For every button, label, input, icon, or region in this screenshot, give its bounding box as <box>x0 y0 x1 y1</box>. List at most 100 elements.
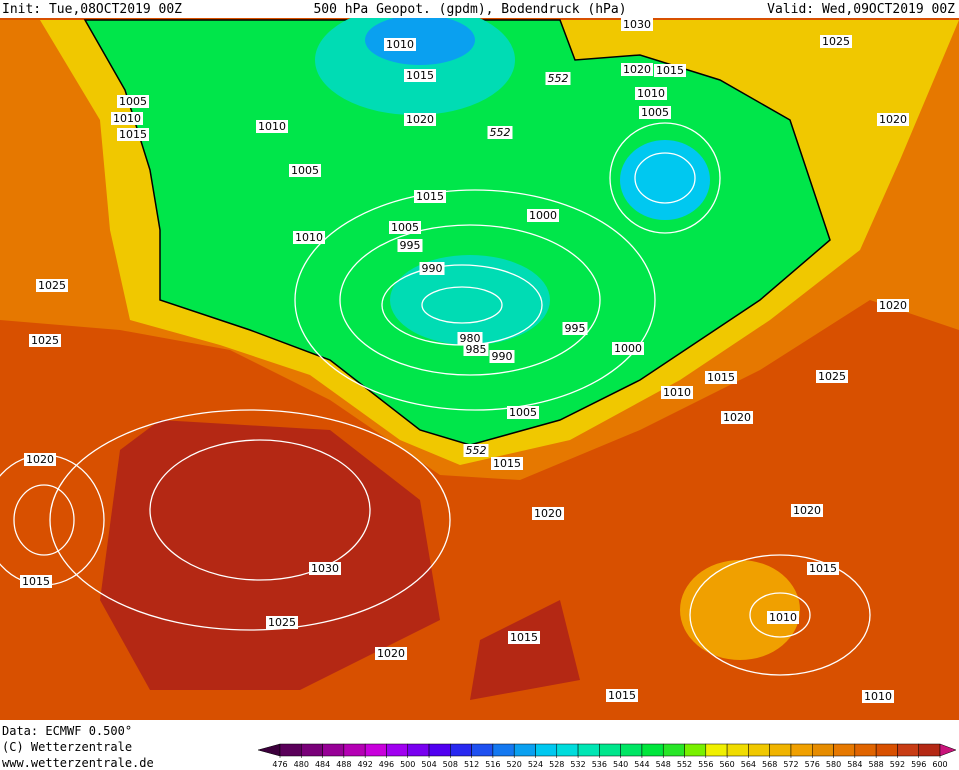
isobar-label: 1005 <box>509 406 537 419</box>
colorbar-swatch <box>726 743 749 757</box>
colorbar-swatch <box>471 743 494 757</box>
isobar-label: 1025 <box>818 370 846 383</box>
isobar-label: 1020 <box>406 113 434 126</box>
isobar-label-box <box>791 504 823 517</box>
contour-label: 552 <box>548 72 569 85</box>
isobar-label-box <box>117 95 149 108</box>
colorbar-tick-label: 544 <box>634 760 649 769</box>
isobar-label: 1015 <box>608 689 636 702</box>
isobar-label-box <box>862 690 894 703</box>
isobar-label: 1030 <box>623 18 651 31</box>
isobar-label-box <box>606 689 638 702</box>
isobar-label-box <box>491 457 523 470</box>
init-time: Init: Tue,08OCT2019 00Z <box>2 2 182 17</box>
isobar-label-box <box>507 406 539 419</box>
isobar-label: 990 <box>422 262 443 275</box>
colorbar-swatch <box>513 743 536 757</box>
colorbar-swatch <box>322 743 345 757</box>
isobar-label: 1015 <box>510 631 538 644</box>
isobar-label: 1020 <box>26 453 54 466</box>
isobar-label: 1015 <box>493 457 521 470</box>
isobar-label-box <box>508 631 540 644</box>
isobar-label-box <box>877 299 909 312</box>
isobar-label-box <box>36 279 68 292</box>
isobar-label-box <box>532 507 564 520</box>
colorbar-swatch <box>875 743 898 757</box>
colorbar-swatch <box>620 743 643 757</box>
copyright: (C) Wetterzentrale <box>2 740 132 754</box>
colorbar-swatch <box>407 743 430 757</box>
isobar-label: 1010 <box>769 611 797 624</box>
high-region <box>470 600 580 700</box>
isobar-label: 1015 <box>406 69 434 82</box>
isobar-label-box <box>404 69 436 82</box>
colorbar-tick-label: 476 <box>272 760 287 769</box>
isobar-label: 1015 <box>22 575 50 588</box>
isobar-label-box <box>419 262 445 275</box>
isobar-label: 995 <box>565 322 586 335</box>
isobar-label-box <box>807 562 839 575</box>
colorbar-swatch <box>684 743 707 757</box>
isobar-label-box <box>767 611 799 624</box>
isobar-label: 1020 <box>879 299 907 312</box>
isobar-label-box <box>705 371 737 384</box>
isobar-label: 1015 <box>119 128 147 141</box>
colorbar-swatch <box>641 743 664 757</box>
isobar-label: 1010 <box>663 386 691 399</box>
colorbar-tick-label: 516 <box>485 760 500 769</box>
colorbar-swatch <box>897 743 919 757</box>
isobar-label-box <box>256 120 288 133</box>
contour-label: 552 <box>490 126 511 139</box>
colorbar-tick-label: 560 <box>719 760 734 769</box>
colorbar-swatch <box>599 743 621 757</box>
isobar-label-box <box>463 343 489 356</box>
isobar-label-box <box>309 562 341 575</box>
isobar-label: 1020 <box>879 113 907 126</box>
isobar-label: 1015 <box>416 190 444 203</box>
isobar-label-box <box>562 322 588 335</box>
isobar-label: 1005 <box>119 95 147 108</box>
isobar-label: 1010 <box>295 231 323 244</box>
colorbar-arrow-left <box>257 743 281 757</box>
isobar-label: 1010 <box>637 87 665 100</box>
isobar-label: 1025 <box>822 35 850 48</box>
isobar-label-box <box>117 128 149 141</box>
colorbar-swatch <box>492 743 515 757</box>
isobar-label: 990 <box>492 350 513 363</box>
colorbar-swatch <box>705 743 728 757</box>
isobar-label: 1000 <box>529 209 557 222</box>
colorbar-swatch <box>918 743 941 757</box>
colorbar-tick-label: 536 <box>592 760 607 769</box>
isobar-label: 1020 <box>793 504 821 517</box>
colorbar-swatch <box>428 743 451 757</box>
isobar-label: 1030 <box>311 562 339 575</box>
isobar-label: 1010 <box>864 690 892 703</box>
isobar-label-box <box>612 342 644 355</box>
map-title: 500 hPa Geopot. (gpdm), Bodendruck (hPa) <box>313 2 626 17</box>
isobar-label: 1005 <box>641 106 669 119</box>
colorbar-tick-label: 592 <box>890 760 905 769</box>
colorbar-swatch <box>301 743 323 757</box>
header-bar <box>0 0 959 18</box>
contour-label-box <box>463 444 489 457</box>
colorbar-swatch <box>833 743 856 757</box>
isobar-label: 1020 <box>534 507 562 520</box>
isobar-label: 1015 <box>707 371 735 384</box>
colorbar-tick-label: 504 <box>421 760 436 769</box>
colorbar-tick-label: 576 <box>805 760 820 769</box>
isobar-label-box <box>293 231 325 244</box>
colorbar-swatch <box>577 743 600 757</box>
cold-core <box>365 15 475 65</box>
isobar-label-box <box>661 386 693 399</box>
isobar-label-box <box>654 64 686 77</box>
isobar-label-box <box>877 113 909 126</box>
colorbar-tick-label: 500 <box>400 760 415 769</box>
contour-label-box <box>545 72 571 85</box>
isobar-label: 1010 <box>258 120 286 133</box>
cold-region <box>390 255 550 345</box>
isobar-label-box <box>414 190 446 203</box>
isobar-label-box <box>20 575 52 588</box>
isobar-label-box <box>404 113 436 126</box>
isobar-label-box <box>621 63 653 76</box>
